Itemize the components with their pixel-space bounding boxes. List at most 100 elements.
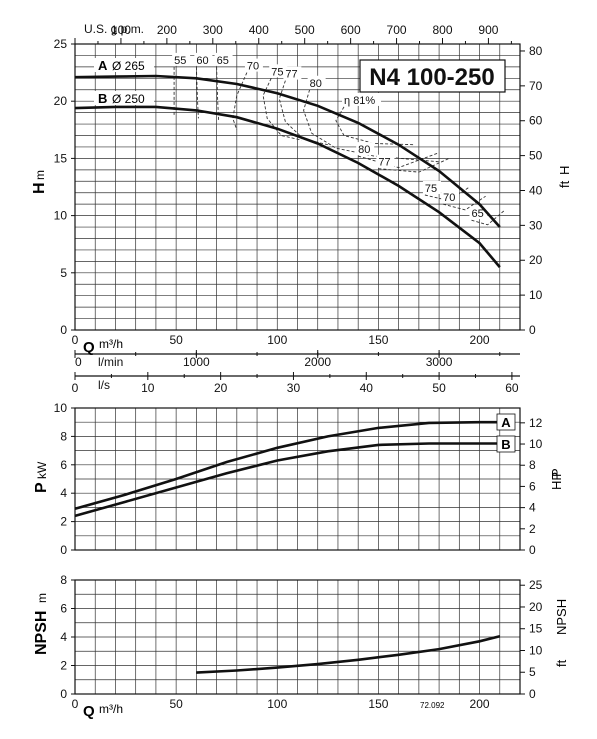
y-tick-label: 2 [60,515,67,529]
y-tick-label: 4 [60,630,67,644]
y2-tick-label: 10 [529,643,543,657]
efficiency-curve [378,157,450,173]
gpm-tick-label: 600 [341,23,361,37]
ls-tick-label: 60 [505,381,519,395]
power-y2-unit: HP [549,472,564,490]
efficiency-label-bg [441,190,460,204]
y2-tick-label: 0 [529,323,536,337]
power-a-box [496,413,516,431]
y-tick-label: 15 [54,151,68,165]
power-series-a-label: A [501,415,511,430]
efficiency-label-bg [422,181,441,195]
efficiency-label: 80 [310,78,322,90]
npsh-grid [75,580,520,694]
efficiency-label: 70 [443,192,455,204]
efficiency-label-bg [172,52,191,66]
axis-ticks: 0510152025010203040506070800246810024681… [54,23,543,711]
efficiency-label-bg [376,154,395,168]
y-tick-label: 0 [60,323,67,337]
y-tick-label: 4 [60,486,67,500]
head-y2-unit: ft [557,180,572,188]
gpm-tick-label: 800 [432,23,452,37]
x-tick-label: 0 [72,333,79,347]
y-tick-label: 2 [60,659,67,673]
y2-tick-label: 6 [529,479,536,493]
series-a-label: A [98,58,108,73]
y-tick-label: 0 [60,543,67,557]
y2-tick-label: 20 [529,600,543,614]
y-tick-label: 20 [54,94,68,108]
efficiency-label: 75 [271,66,283,78]
efficiency-label: 70 [247,61,259,73]
head-y2-label: H [557,166,572,175]
q-axis-label-bottom: Q [83,703,95,720]
npsh-y-unit: m [35,593,49,603]
ls-tick-label: 30 [287,381,301,395]
label-b-bg [94,91,154,105]
x-tick-label: 200 [470,697,490,711]
efficiency-label: 55 [174,55,186,67]
efficiency-label-bg [307,75,326,89]
y2-tick-label: 4 [529,501,536,515]
efficiency-label: 77 [378,157,390,169]
y2-tick-label: 30 [529,218,543,232]
gpm-tick-label: 700 [387,23,407,37]
y-tick-label: 6 [60,602,67,616]
efficiency-label-bg [342,92,382,106]
y-tick-label: 8 [60,429,67,443]
series-b-label: B [98,91,107,106]
efficiency-label: 80 [358,144,370,156]
efficiency-label-bg [214,52,233,66]
efficiency-label: η 81% [344,95,375,107]
y-tick-label: 8 [60,573,67,587]
efficiency-curve [471,210,505,226]
efficiency-label-bg [269,64,288,78]
y2-tick-label: 5 [529,665,536,679]
efficiency-label: 65 [217,55,229,67]
y-tick-label: 0 [60,687,67,701]
y-tick-label: 6 [60,458,67,472]
power-series-b-label: B [501,437,510,452]
y2-tick-label: 8 [529,458,536,472]
label-a-bg [94,58,154,72]
x-tick-label: 100 [267,697,287,711]
gpm-axis-label: U.S. g.p.m. [84,22,144,36]
y2-tick-label: 25 [529,578,543,592]
ls-tick-label: 50 [432,381,446,395]
efficiency-label-bg [283,66,302,80]
npsh-y2-label: NPSH [554,599,569,635]
ls-tick-label: 10 [141,381,155,395]
lmin-tick-label: 1000 [183,355,210,369]
series-line-0-1 [74,105,501,268]
ls-axis-label: l/s [98,378,110,392]
efficiency-label: 75 [425,183,437,195]
efficiency-label-bg [244,58,263,72]
efficiency-curve [442,195,486,211]
y2-tick-label: 10 [529,288,543,302]
model-label-box [359,59,506,93]
y2-tick-label: 15 [529,622,543,636]
efficiency-label: 60 [196,55,208,67]
lmin-tick-label: 3000 [426,355,453,369]
npsh-y-label: NPSH [33,611,50,655]
efficiency-label-bg [194,52,213,66]
power-y-unit: kW [35,461,49,479]
head-y-label: H [31,182,48,194]
npsh-y2-unit: ft [554,659,569,667]
efficiency-curve [358,152,440,169]
y2-tick-label: 70 [529,79,543,93]
series-b-diameter: Ø 250 [112,92,145,106]
power-plot-frame [74,407,521,551]
y2-tick-label: 60 [529,114,543,128]
series-a-diameter: Ø 265 [112,59,145,73]
y2-tick-label: 0 [529,543,536,557]
lmin-tick-label: 2000 [304,355,331,369]
x-tick-label: 150 [368,333,388,347]
series-line-0-0 [74,74,501,228]
efficiency-label-bg [356,142,375,156]
x-tick-label: 150 [368,697,388,711]
gpm-tick-label: 100 [111,23,131,37]
y-tick-label: 10 [54,401,68,415]
y2-tick-label: 20 [529,253,543,267]
y2-tick-label: 50 [529,149,543,163]
